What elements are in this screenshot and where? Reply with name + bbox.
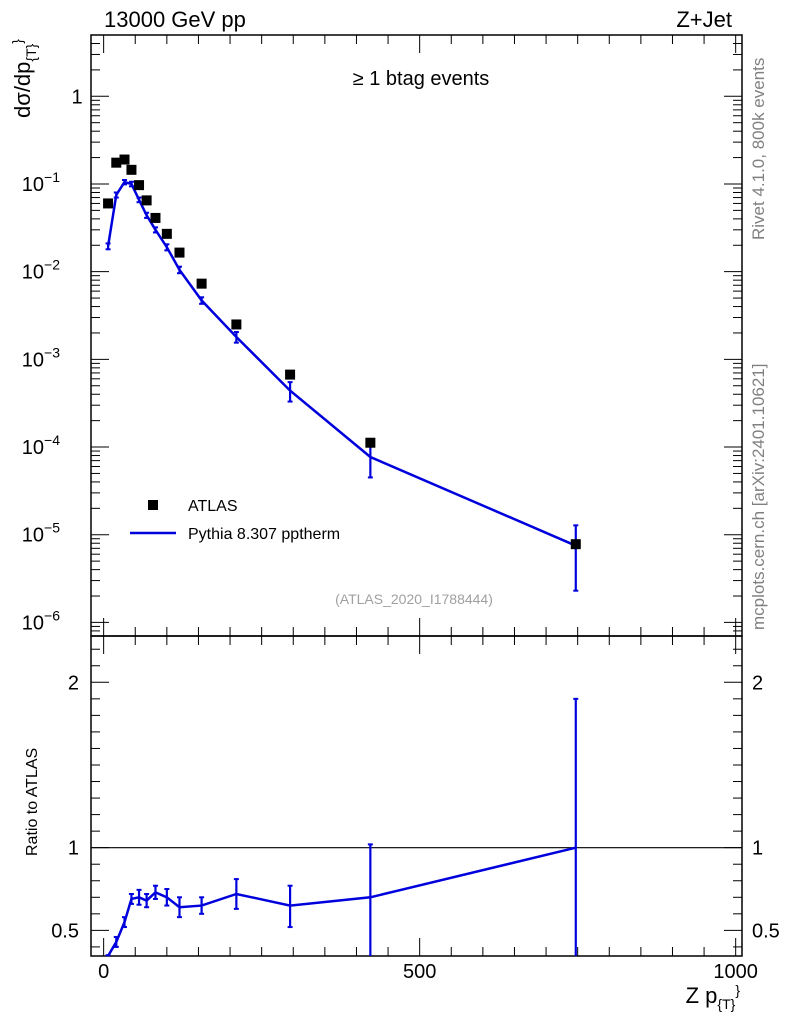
main-atlas-point <box>119 154 130 165</box>
main-atlas-point <box>285 369 296 380</box>
x-tick-label: 0 <box>98 961 109 983</box>
main-y-tick-base: 10 <box>22 525 44 547</box>
legend-atlas-marker <box>148 500 158 510</box>
main-y-tick-exponent: −5 <box>44 520 60 536</box>
main-y-tick-base: 10 <box>22 174 44 196</box>
main-y-tick-base: 10 <box>22 262 44 284</box>
main-y-axis-label: dσ/dp{T}} <box>9 39 39 118</box>
main-atlas-point <box>161 228 172 239</box>
main-atlas-series <box>103 154 581 550</box>
x-axis-label-sup: } <box>735 982 740 998</box>
ratio-y-axis-label: Ratio to ATLAS <box>24 748 41 856</box>
main-atlas-point <box>365 437 376 448</box>
main-atlas-point <box>141 195 152 206</box>
main-atlas-point <box>174 247 185 258</box>
main-y-tick-label: 1 <box>71 86 82 108</box>
rivet-info-label: Rivet 4.1.0, 800k events <box>749 58 768 240</box>
main-y-tick-label: 10−4 <box>22 432 60 459</box>
main-y-tick-label: 10−2 <box>22 257 60 284</box>
ratio-y-tick-label-right: 1 <box>752 838 763 860</box>
main-atlas-point <box>196 278 207 289</box>
main-chart-title: ≥ 1 btag events <box>353 68 490 90</box>
main-y-tick-label: 10−5 <box>22 520 60 547</box>
main-y-tick-label: 10−6 <box>22 607 60 634</box>
header-energy-label: 13000 GeV pp <box>104 7 246 32</box>
main-y-tick-base: 1 <box>71 86 82 108</box>
mcplots-info-label: mcplots.cern.ch [arXiv:2401.10621] <box>749 364 768 630</box>
ratio-line <box>106 846 577 957</box>
ratio-y-tick-label-left: 2 <box>68 672 79 694</box>
main-plot-frame <box>90 34 743 637</box>
main-y-tick-exponent: −1 <box>44 169 60 185</box>
legend-atlas-label: ATLAS <box>188 498 238 515</box>
legend-pythia-label: Pythia 8.307 pptherm <box>188 526 340 543</box>
main-atlas-point <box>570 539 581 550</box>
ratio-y-tick-label-left: 0.5 <box>51 920 79 942</box>
main-y-tick-label: 10−1 <box>22 169 60 196</box>
ratio-pythia-series <box>105 697 579 957</box>
main-y-axis-label-sup: } <box>9 39 25 44</box>
main-atlas-point <box>150 212 161 223</box>
main-y-tick-base: 10 <box>22 349 44 371</box>
ratio-y-tick-label-right: 0.5 <box>752 920 780 942</box>
x-axis-label: Z p{T}} <box>686 982 741 1012</box>
main-atlas-point <box>111 157 122 168</box>
main-y-tick-label: 10−3 <box>22 344 60 371</box>
main-atlas-point <box>231 319 242 330</box>
main-y-tick-base: 10 <box>22 437 44 459</box>
main-y-tick-labels: 10−610−510−410−310−210−11 <box>22 86 83 634</box>
main-y-axis-label-main: dσ/dp <box>10 62 35 118</box>
main-y-tick-exponent: −4 <box>44 432 60 448</box>
x-tick-label: 500 <box>403 961 436 983</box>
x-axis-label-main: Z p <box>686 983 718 1008</box>
header-process-label: Z+Jet <box>676 7 732 32</box>
x-axis-label-sub: {T} <box>717 996 735 1012</box>
main-y-tick-exponent: −3 <box>44 344 60 360</box>
main-y-tick-exponent: −2 <box>44 257 60 273</box>
ratio-plot-frame <box>90 635 743 957</box>
main-pythia-line <box>106 180 577 547</box>
ratio-tick-labels: 0.5 0.5 1 1 2 2 0 500 1000 <box>51 672 780 983</box>
ratio-axis-ticks <box>91 636 742 956</box>
main-axis-ticks <box>91 34 742 637</box>
main-atlas-point <box>126 164 137 175</box>
main-atlas-point <box>103 198 114 209</box>
main-pythia-series <box>105 179 579 592</box>
main-atlas-point <box>134 180 145 191</box>
ratio-y-tick-label-left: 1 <box>68 838 79 860</box>
legend: ATLAS Pythia 8.307 pptherm <box>130 498 340 543</box>
main-y-axis-label-sub: {T} <box>23 43 39 61</box>
ratio-y-tick-label-right: 2 <box>752 672 763 694</box>
analysis-watermark: (ATLAS_2020_I1788444) <box>335 591 493 607</box>
main-y-tick-exponent: −6 <box>44 607 60 623</box>
x-tick-label: 1000 <box>713 961 758 983</box>
main-y-tick-base: 10 <box>22 612 44 634</box>
